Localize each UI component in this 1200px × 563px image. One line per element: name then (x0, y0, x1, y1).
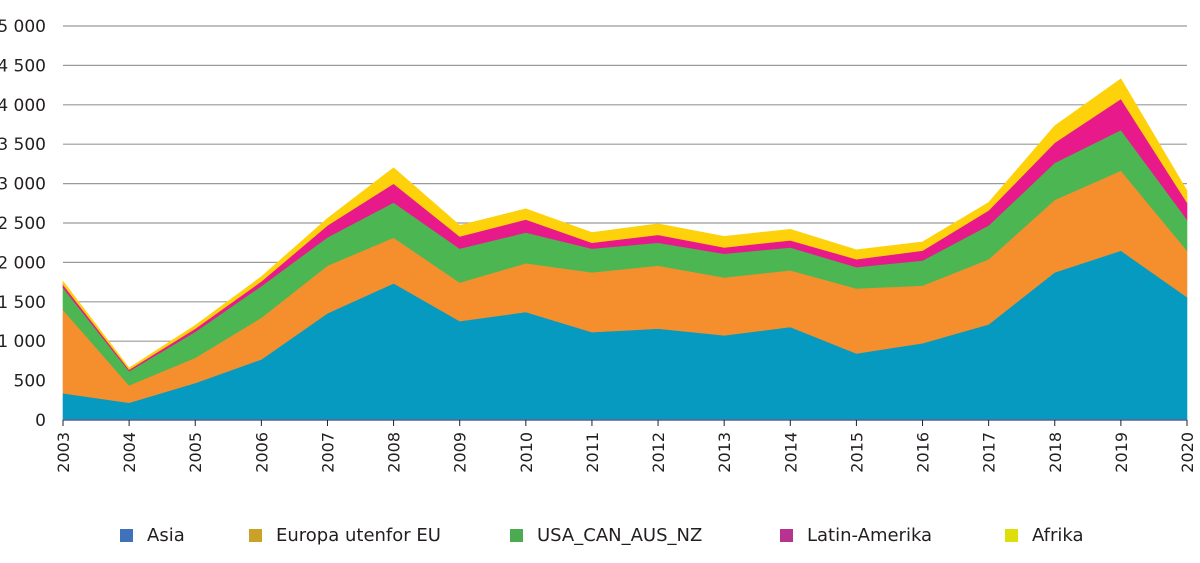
y-tick-label: 2 500 (0, 214, 46, 234)
x-tick-label: 2015 (847, 432, 866, 473)
legend-item: USA_CAN_AUS_NZ (510, 522, 702, 548)
x-axis-tick-labels: 2003 2004 2005 2006 2007 2008 2009 2010 2011 2012… (54, 432, 1197, 473)
x-tick-label: 2013 (715, 432, 734, 473)
legend-label: Asia (147, 524, 185, 546)
x-tick-label: 2004 (120, 432, 139, 473)
y-axis-tick-labels: 0 500 1 000 1 500 2 000 2 500 3 000 3 500 4 000 4… (0, 17, 46, 431)
legend-label: Afrika (1032, 524, 1084, 546)
legend-label: Europa utenfor EU (276, 524, 441, 546)
x-tick-label: 2008 (385, 432, 404, 473)
x-tick-label: 2011 (583, 432, 602, 473)
legend-swatch (120, 528, 133, 542)
legend-label: Latin-Amerika (807, 524, 933, 546)
x-tick-label: 2017 (980, 432, 999, 473)
y-tick-label: 4 500 (0, 56, 46, 76)
y-tick-label: 5 000 (0, 17, 46, 37)
legend-label: USA_CAN_AUS_NZ (537, 524, 703, 546)
area-layers (62, 78, 1188, 421)
legend-item: Asia (120, 522, 185, 548)
x-tick-label: 2010 (517, 432, 536, 473)
legend-swatch (1005, 528, 1018, 542)
x-tick-label: 2003 (54, 432, 73, 473)
legend: Asia Europa utenfor EU USA_CAN_AUS_NZ Latin… (0, 522, 1200, 548)
y-tick-label: 500 (14, 372, 46, 392)
x-tick-label: 2006 (252, 432, 271, 473)
x-tick-label: 2009 (451, 432, 470, 473)
y-tick-label: 3 000 (0, 175, 46, 195)
legend-swatch (249, 528, 262, 542)
legend-item: Afrika (1005, 522, 1084, 548)
legend-swatch (780, 528, 793, 542)
legend-swatch (510, 528, 523, 542)
x-tick-label: 2007 (318, 432, 337, 473)
y-tick-label: 1 500 (0, 293, 46, 313)
x-tick-label: 2019 (1112, 432, 1131, 473)
area-afrika (62, 78, 1188, 370)
y-tick-label: 4 000 (0, 96, 46, 116)
x-tick-label: 2018 (1046, 432, 1065, 473)
x-tick-label: 2005 (186, 432, 205, 473)
x-tick-label: 2016 (914, 432, 933, 473)
legend-item: Latin-Amerika (780, 522, 932, 548)
y-tick-label: 2 000 (0, 253, 46, 273)
x-tick-label: 2014 (781, 432, 800, 473)
y-tick-label: 3 500 (0, 135, 46, 155)
y-tick-label: 0 (35, 411, 46, 431)
y-tick-label: 1 000 (0, 332, 46, 352)
x-tick-label: 2020 (1178, 432, 1197, 473)
legend-item: Europa utenfor EU (249, 522, 441, 548)
x-tick-label: 2012 (649, 432, 668, 473)
x-axis (62, 419, 1188, 426)
